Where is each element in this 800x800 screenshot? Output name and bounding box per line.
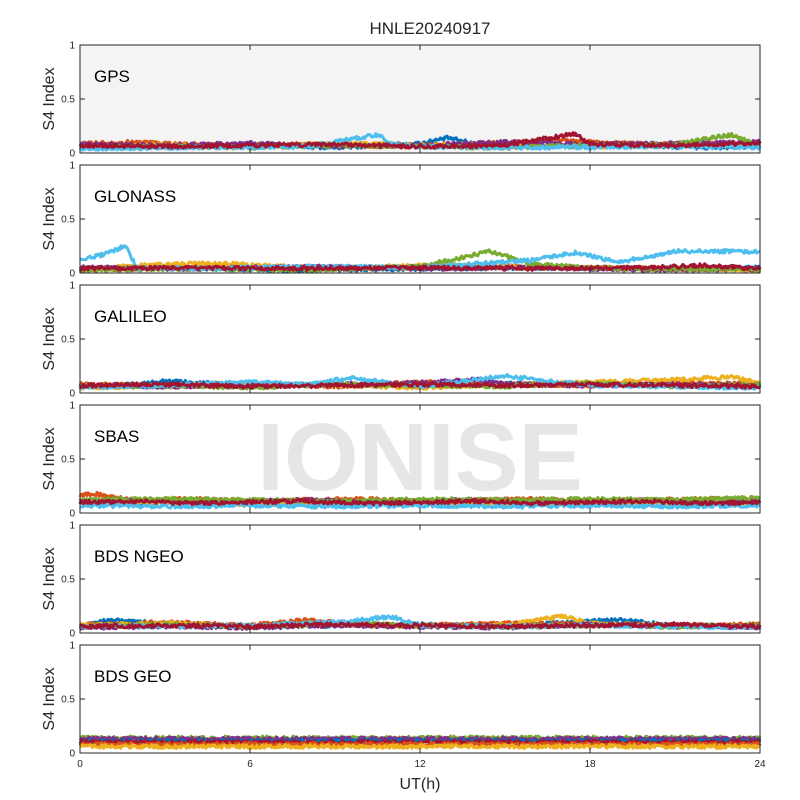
subplot-3: 0 0.5 1 S4 Index GALILEO xyxy=(41,281,762,400)
plot-area xyxy=(80,285,760,393)
series-line xyxy=(79,381,761,390)
subplot-5: 0 0.5 1 S4 Index BDS NGEO xyxy=(41,521,762,640)
y-tick-label: 0.5 xyxy=(61,695,75,706)
x-axis-label: UT(h) xyxy=(400,776,441,793)
subplot-2: 0 0.5 1 S4 Index GLONASS xyxy=(41,161,762,280)
subplot-4: 0 0.5 1 S4 Index SBAS xyxy=(41,401,762,520)
panel-title: GLONASS xyxy=(94,187,176,206)
series-line xyxy=(78,494,762,505)
panel-title: SBAS xyxy=(94,427,139,446)
series-line xyxy=(78,497,761,507)
y-tick-label: 0 xyxy=(69,149,75,160)
y-tick-label: 0.5 xyxy=(61,575,75,586)
subplot-1: 0 0.5 1 S4 Index GPS xyxy=(41,41,762,160)
figure-title: HNLE20240917 xyxy=(370,19,491,38)
y-tick-label: 0 xyxy=(69,749,75,760)
y-tick-label: 1 xyxy=(69,521,75,532)
plot-area xyxy=(80,405,760,513)
series-line xyxy=(79,502,761,510)
series-line xyxy=(79,621,762,630)
y-tick-label: 1 xyxy=(69,641,75,652)
x-tick-label: 12 xyxy=(414,759,426,770)
plot-area xyxy=(80,525,760,633)
panel-title: GALILEO xyxy=(94,307,167,326)
y-axis-label: S4 Index xyxy=(41,427,58,490)
y-tick-label: 0.5 xyxy=(61,95,75,106)
y-tick-label: 0.5 xyxy=(61,215,75,226)
x-tick-label: 0 xyxy=(77,759,83,770)
panel-title: BDS GEO xyxy=(94,667,171,686)
y-tick-label: 0.5 xyxy=(61,335,75,346)
x-tick-label: 18 xyxy=(584,759,596,770)
y-tick-label: 1 xyxy=(69,281,75,292)
y-axis-label: S4 Index xyxy=(41,667,58,730)
y-axis-label: S4 Index xyxy=(41,187,58,250)
watermark: IONISE xyxy=(257,404,582,511)
y-axis-label: S4 Index xyxy=(41,547,58,610)
y-tick-label: 1 xyxy=(69,41,75,52)
series-line xyxy=(79,131,762,150)
series-line xyxy=(79,743,761,750)
x-tick-label: 24 xyxy=(754,759,766,770)
y-tick-label: 1 xyxy=(69,401,75,412)
y-tick-label: 1 xyxy=(69,161,75,172)
y-axis-label: S4 Index xyxy=(41,67,58,130)
plot-area xyxy=(80,165,760,273)
panel-title: BDS NGEO xyxy=(94,547,184,566)
y-tick-label: 0.5 xyxy=(61,455,75,466)
y-tick-label: 0 xyxy=(69,629,75,640)
y-tick-label: 0 xyxy=(69,509,75,520)
subplot-6: 0 6 12 18 24 0 0.5 1 S4 Index BDS GEO xyxy=(41,641,766,771)
y-tick-label: 0 xyxy=(69,269,75,280)
panel-title: GPS xyxy=(94,67,130,86)
x-tick-label: 6 xyxy=(247,759,253,770)
y-tick-label: 0 xyxy=(69,389,75,400)
series-line xyxy=(79,262,762,272)
plot-area xyxy=(80,45,760,153)
panels: 0 0.5 1 S4 Index GPS 0 0.5 1 S4 Index GLONASS 0 0.5… xyxy=(41,41,766,771)
y-axis-label: S4 Index xyxy=(41,307,58,370)
